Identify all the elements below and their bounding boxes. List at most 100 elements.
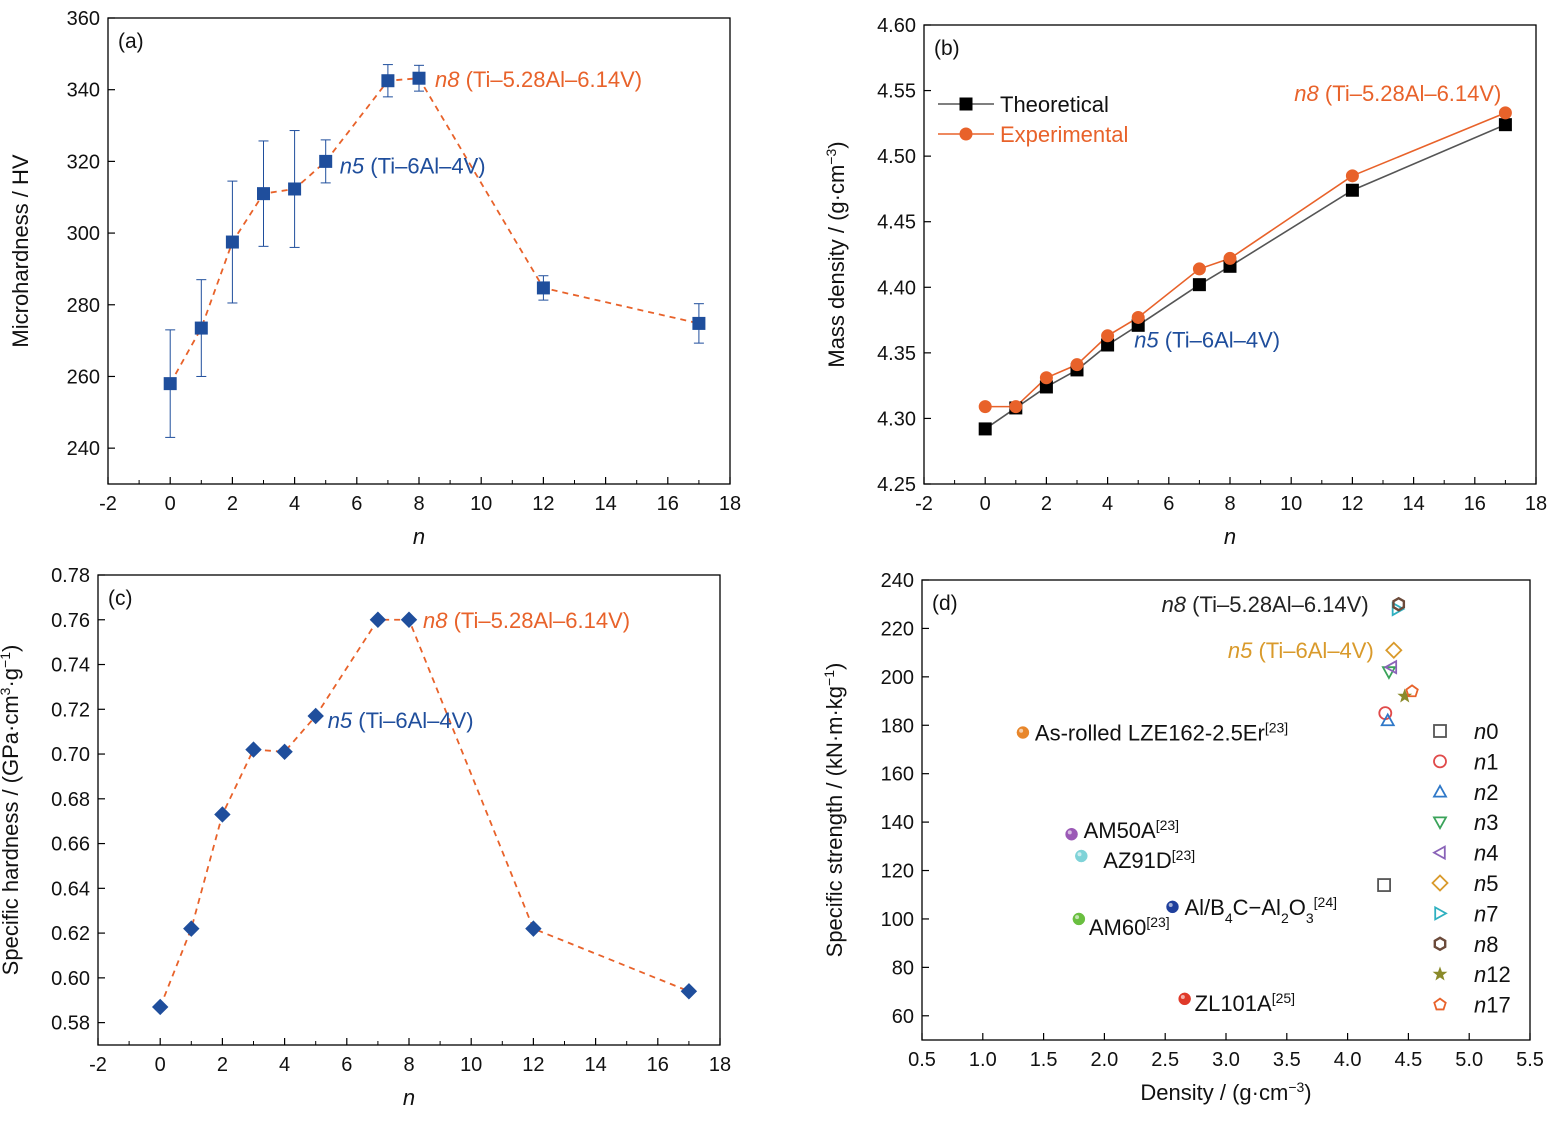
annotation-label: n8 (Ti–5.28Al–6.14V) — [1294, 81, 1501, 106]
data-point — [400, 611, 418, 628]
annotation-label: n5 (Ti–6Al–4V) — [1228, 638, 1374, 663]
data-point-theoretical — [1345, 183, 1359, 197]
x-axis-label: n — [1224, 524, 1236, 549]
reference-label: ZL101A[25] — [1195, 990, 1295, 1016]
panel-label: (b) — [934, 37, 960, 60]
data-point — [151, 998, 169, 1016]
data-point — [245, 741, 262, 758]
legend-marker — [1432, 845, 1446, 861]
y-tick-label: 140 — [881, 812, 914, 834]
x-tick-label: 0 — [155, 1054, 166, 1076]
reference-label: AM50A[23] — [1084, 817, 1180, 843]
x-tick-label: 16 — [657, 493, 679, 515]
legend-marker — [1431, 874, 1449, 892]
y-tick-label: 4.35 — [877, 343, 916, 365]
legend-label: n12 — [1474, 962, 1511, 987]
legend-marker — [1433, 997, 1447, 1011]
reference-point-highlight — [1077, 852, 1082, 857]
legend-label: n0 — [1474, 719, 1499, 744]
y-tick-label: 0.78 — [51, 565, 90, 587]
x-tick-label: -2 — [99, 493, 117, 515]
data-point — [412, 71, 426, 85]
x-tick-label: 0 — [980, 493, 991, 515]
y-tick-label: 0.76 — [51, 610, 90, 632]
y-tick-label: 4.55 — [877, 81, 916, 103]
x-tick-label: 2.5 — [1151, 1049, 1179, 1071]
x-tick-label: 2 — [227, 493, 238, 515]
x-tick-label: 18 — [1525, 493, 1547, 515]
x-tick-label: 6 — [1163, 493, 1174, 515]
y-tick-label: 260 — [67, 366, 100, 388]
y-tick-label: 4.40 — [877, 277, 916, 299]
y-tick-label: 0.60 — [51, 968, 90, 990]
data-point — [680, 983, 698, 1000]
data-point — [183, 920, 200, 937]
data-point-experimental — [1131, 310, 1145, 324]
y-tick-label: 300 — [67, 223, 100, 245]
x-tick-label: -2 — [915, 493, 933, 515]
legend-marker — [959, 127, 973, 141]
data-point — [225, 235, 239, 249]
data-point — [257, 187, 270, 201]
y-tick-label: 0.70 — [51, 744, 90, 766]
data-point-experimental — [1223, 251, 1237, 265]
y-axis-label: Microhardness / HV — [8, 154, 33, 348]
legend-label: n17 — [1474, 993, 1511, 1018]
y-axis-label: Mass density / (g·cm−3) — [823, 141, 849, 367]
x-tick-label: 1.0 — [969, 1049, 997, 1071]
y-tick-label: 180 — [881, 715, 914, 737]
x-tick-label: 4 — [279, 1054, 290, 1076]
annotation-label: n5 (Ti–6Al–4V) — [340, 153, 486, 178]
reference-point — [1016, 726, 1030, 739]
y-tick-label: 80 — [892, 957, 914, 979]
y-tick-label: 120 — [881, 861, 914, 883]
x-tick-label: 3.0 — [1212, 1049, 1240, 1071]
x-tick-label: 18 — [719, 493, 741, 515]
legend-marker — [1433, 754, 1447, 769]
x-tick-label: 10 — [1280, 493, 1302, 515]
data-point-experimental — [1345, 169, 1359, 183]
data-point — [194, 321, 208, 335]
y-tick-label: 320 — [67, 151, 100, 173]
x-tick-label: 14 — [584, 1054, 606, 1076]
legend-label: Experimental — [1000, 122, 1128, 147]
x-tick-label: 4.5 — [1394, 1049, 1422, 1071]
data-point — [369, 611, 387, 628]
data-point-experimental — [1009, 400, 1023, 414]
y-tick-label: 60 — [892, 1006, 914, 1028]
x-tick-label: 8 — [413, 493, 424, 515]
legend-label: n4 — [1474, 841, 1499, 866]
data-point — [163, 377, 177, 391]
x-tick-label: 4 — [1102, 493, 1113, 515]
y-tick-label: 240 — [881, 570, 914, 592]
y-tick-label: 4.45 — [877, 212, 916, 234]
reference-point-highlight — [1067, 830, 1072, 835]
data-point-experimental — [1101, 329, 1115, 343]
legend-label: n5 — [1474, 871, 1499, 896]
x-tick-label: 0.5 — [908, 1049, 936, 1071]
data-point-theoretical — [1498, 118, 1512, 132]
series-line — [169, 77, 700, 385]
reference-point — [1065, 827, 1078, 841]
panel-b: -2 0 2 4 6 8 10 12 14 16 18 4.25 4.30 4.35 4.40 4.45 4.5… — [823, 15, 1547, 549]
data-point — [214, 806, 231, 823]
reference-point — [1075, 849, 1088, 863]
x-axis-label: Density / (g·cm−3) — [1140, 1079, 1311, 1105]
y-tick-label: 0.58 — [51, 1013, 90, 1035]
legend-marker — [1432, 783, 1448, 798]
x-tick-label: 12 — [532, 493, 554, 515]
reference-point-highlight — [1180, 995, 1185, 1000]
x-tick-label: 2 — [217, 1054, 228, 1076]
y-tick-label: 340 — [67, 80, 100, 102]
data-point-theoretical — [978, 422, 992, 436]
y-axis-label: Specific hardness / (GPa·cm3·g−1) — [0, 645, 23, 976]
panel-label: (c) — [108, 587, 133, 610]
x-tick-label: 2 — [1041, 493, 1052, 515]
x-tick-label: 3.5 — [1273, 1049, 1301, 1071]
legend-label: n1 — [1474, 749, 1499, 774]
y-tick-label: 4.30 — [877, 408, 916, 430]
legend: n0 n1 n2 n3 n4 n5 n7 n8 n12 n17 — [1431, 719, 1511, 1018]
data-point — [319, 154, 333, 168]
plot-frame — [97, 574, 721, 1046]
